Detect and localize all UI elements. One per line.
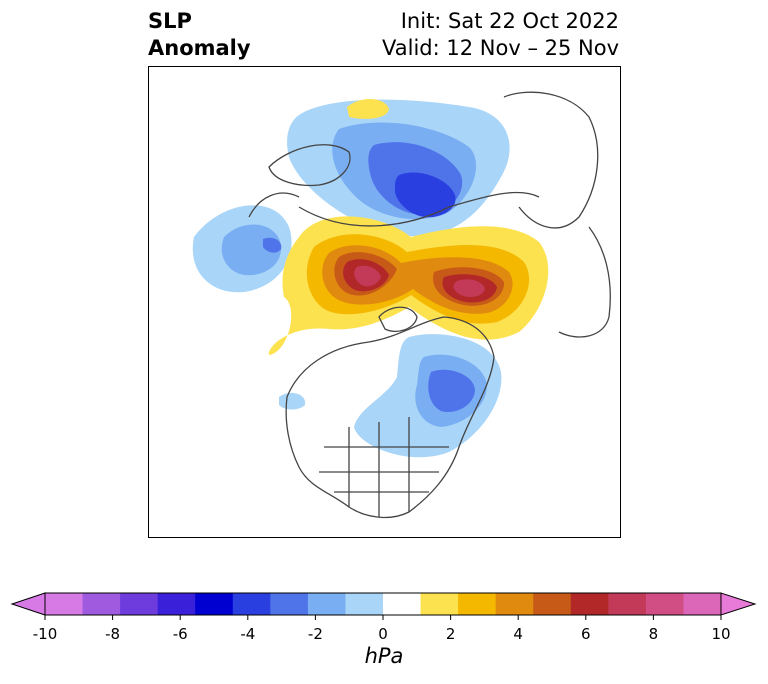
- colorbar-tick-label: 2: [446, 625, 456, 643]
- colorbar-bin: [383, 593, 422, 615]
- colorbar-tick-label: 6: [581, 625, 591, 643]
- anomaly-map: [192, 91, 611, 519]
- anomaly-pacific-negative: [192, 205, 292, 293]
- colorbar-bin: [533, 593, 572, 615]
- colorbar-tick-label: 0: [378, 625, 388, 643]
- colorbar-extend-over: [720, 592, 757, 616]
- colorbar-bin: [82, 593, 121, 615]
- colorbar-tick-label: -10: [33, 625, 58, 643]
- colorbar-bin: [495, 593, 534, 615]
- colorbar-tick-label: 10: [711, 625, 730, 643]
- colorbar-tick-label: -4: [240, 625, 255, 643]
- anomaly-small-positive: [347, 98, 389, 119]
- colorbar: -10 -8 -6 -4 -2 0 2 4 6 8 10: [10, 592, 757, 643]
- anomaly-siberia-negative: [287, 99, 510, 237]
- colorbar-bin: [458, 593, 497, 615]
- colorbar-bin: [232, 593, 271, 615]
- colorbar-bin: [307, 593, 346, 615]
- colorbar-tick-label: -8: [105, 625, 120, 643]
- colorbar-bin: [570, 593, 609, 615]
- colorbar-tick-label: 4: [513, 625, 523, 643]
- colorbar-bin: [270, 593, 309, 615]
- colorbar-bin: [420, 593, 459, 615]
- colorbar-bin: [645, 593, 684, 615]
- title-line-2: Anomaly: [148, 36, 251, 60]
- colorbar-bin: [157, 593, 196, 615]
- anomaly-arctic-positive: [268, 216, 549, 355]
- anomaly-canada-negative: [279, 334, 502, 458]
- colorbar-unit: hPa: [364, 644, 404, 668]
- colorbar-bin: [608, 593, 647, 615]
- colorbar-bin: [345, 593, 384, 615]
- colorbar-bin: [683, 593, 722, 615]
- chart-title: SLP Anomaly: [148, 8, 251, 62]
- colorbar-bin: [120, 593, 159, 615]
- colorbar-bin: [195, 593, 234, 615]
- colorbar-tick-label: -2: [308, 625, 323, 643]
- valid-range: Valid: 12 Nov – 25 Nov: [382, 36, 619, 60]
- coastlines: [248, 91, 611, 519]
- init-date: Init: Sat 22 Oct 2022: [400, 9, 619, 33]
- colorbar-tick-label: -6: [173, 625, 188, 643]
- colorbar-extend-under: [10, 592, 46, 616]
- colorbar-bin: [45, 593, 84, 615]
- colorbar-tick-label: 8: [649, 625, 659, 643]
- forecast-info: Init: Sat 22 Oct 2022 Valid: 12 Nov – 25…: [382, 8, 619, 62]
- map-panel: [148, 66, 621, 538]
- title-line-1: SLP: [148, 9, 192, 33]
